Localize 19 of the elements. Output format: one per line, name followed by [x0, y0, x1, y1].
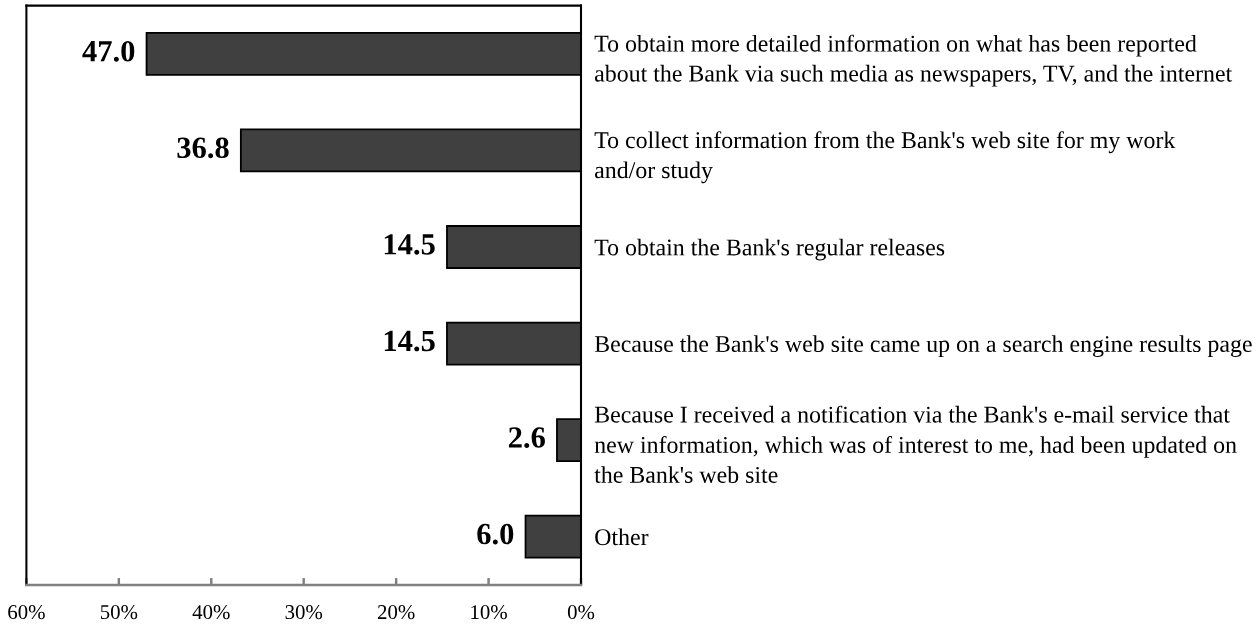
x-tick-label: 60%: [8, 605, 45, 620]
data-label: 2.6: [508, 427, 545, 448]
data-label: 14.5: [384, 234, 435, 255]
x-tick-label: 0%: [567, 605, 595, 620]
y-tick-label: To obtain more detailed information on what has been reported about the Bank via such media as newspapers, TV, and the internet: [594, 34, 1233, 87]
y-tick-label: Other: [595, 528, 649, 546]
data-label: 6.0: [477, 523, 514, 545]
x-tick-label: 30%: [285, 605, 323, 620]
y-tick-label: To collect information from the Bank's web site for my work and/or study: [594, 131, 1176, 184]
data-label: 14.5: [384, 330, 435, 352]
x-tick-label: 50%: [100, 605, 138, 620]
y-tick-label: To obtain the Bank's regular releases: [594, 238, 945, 261]
y-tick-label: Because I received a notification via the Bank's e-mail service that new information, which was of interest to me, had been updated on the Bank's web site: [594, 405, 1237, 483]
x-tick-label: 20%: [377, 605, 415, 620]
data-label: 36.8: [177, 137, 229, 159]
x-tick-label: 40%: [192, 605, 230, 620]
y-tick-label: Because the Bank's web site came up on a search engine results page: [594, 335, 1252, 358]
data-label: 47.0: [82, 40, 135, 62]
x-tick-label: 10%: [471, 605, 507, 620]
